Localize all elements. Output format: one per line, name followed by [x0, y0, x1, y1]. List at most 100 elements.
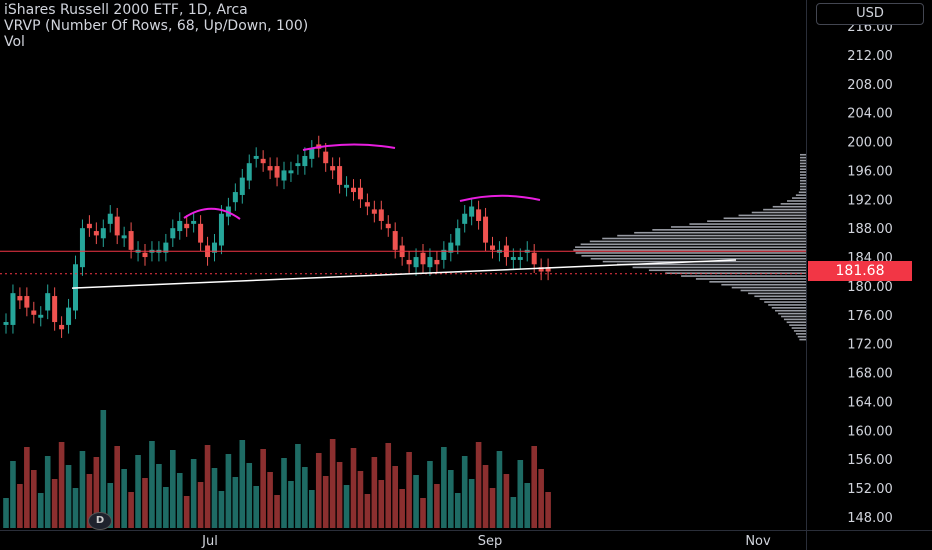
volume-bar — [253, 486, 259, 528]
time-tick-label: Nov — [745, 534, 771, 549]
candle-body — [107, 213, 113, 224]
volume-bar — [17, 484, 23, 528]
candle-body — [114, 216, 120, 236]
candle-body — [462, 213, 468, 224]
profile-bar — [754, 295, 806, 298]
volume-bar — [128, 492, 134, 528]
volume-bar — [156, 464, 162, 528]
candle-body — [476, 209, 482, 221]
volume-bar — [72, 488, 79, 528]
volume-bar — [176, 473, 183, 528]
volume-bar — [475, 442, 482, 528]
volume-bar — [545, 492, 551, 528]
volume-bar — [246, 463, 253, 528]
volume-bar — [406, 452, 412, 528]
candle-body — [441, 249, 447, 260]
candle-body — [510, 257, 516, 260]
shoulder-arc — [183, 207, 241, 220]
profile-bar — [799, 338, 806, 341]
price-tick-label: 204.00 — [847, 107, 893, 122]
volume-bars — [3, 410, 551, 528]
price-tick-label: 148.00 — [847, 511, 893, 526]
profile-bar — [792, 197, 806, 199]
profile-bar — [800, 165, 806, 168]
candle-body — [351, 187, 356, 193]
volume-bar — [371, 457, 378, 528]
profile-bar — [616, 263, 806, 266]
candle-body — [281, 170, 287, 181]
profile-bar — [795, 333, 806, 335]
candle-body — [483, 216, 489, 243]
volume-bar — [399, 489, 405, 528]
head-arc — [302, 143, 396, 151]
volume-bar — [343, 485, 350, 528]
profile-bar — [648, 269, 806, 272]
price-axis: 216.00212.00208.00204.00200.00196.00192.… — [847, 20, 893, 526]
volume-bar — [434, 484, 440, 528]
candle-body — [79, 228, 85, 268]
volume-bar — [510, 497, 517, 528]
candlesticks — [3, 135, 551, 338]
pattern-overlays — [0, 143, 806, 289]
candle-body — [212, 242, 217, 253]
volume-bar — [489, 488, 496, 528]
candle-body — [260, 158, 266, 164]
volume-bar — [482, 465, 489, 528]
candle-body — [378, 209, 384, 221]
volume-bar — [413, 475, 419, 528]
profile-bar — [575, 252, 806, 254]
volume-bar — [538, 469, 544, 528]
profile-bar — [759, 298, 806, 300]
volume-profile — [573, 153, 806, 341]
candle-body — [357, 187, 363, 200]
volume-bar — [100, 410, 107, 528]
candle-body — [246, 163, 252, 181]
volume-bar — [350, 448, 357, 528]
events-badge[interactable]: D — [88, 512, 112, 530]
price-tick-label: 180.00 — [847, 280, 893, 295]
profile-bar — [632, 266, 806, 269]
price-tick-label: 160.00 — [847, 424, 893, 439]
profile-bar — [764, 301, 806, 303]
volume-bar — [121, 469, 127, 528]
profile-bar — [800, 168, 806, 170]
volume-indicator-label[interactable]: Vol — [4, 34, 25, 50]
profile-bar — [738, 214, 806, 217]
price-tick-label: 164.00 — [847, 395, 893, 410]
candle-body — [371, 209, 377, 214]
symbol-title[interactable]: iShares Russell 2000 ETF, 1D, Arca — [4, 2, 248, 18]
neckline-trendline — [71, 259, 737, 289]
volume-bar — [378, 480, 385, 528]
time-axis: Jul Sep Nov — [201, 534, 771, 549]
profile-bar — [580, 243, 806, 246]
candle-body — [100, 228, 106, 239]
volume-bar — [58, 442, 65, 528]
volume-bar — [364, 494, 371, 528]
volume-bar — [3, 498, 9, 528]
price-tick-label: 176.00 — [847, 309, 893, 324]
volume-bar — [37, 493, 44, 528]
candle-body — [538, 267, 544, 272]
volume-bar — [232, 477, 239, 528]
volume-bar — [31, 470, 37, 528]
candle-body — [253, 155, 259, 159]
volume-bar — [461, 456, 468, 528]
candle-body — [288, 170, 294, 174]
volume-bar — [114, 446, 120, 528]
profile-bar — [707, 220, 806, 222]
candle-body — [385, 223, 391, 229]
vrvp-indicator-label[interactable]: VRVP (Number Of Rows, 68, Up/Down, 100) — [4, 18, 309, 34]
candle-body — [364, 202, 370, 207]
candle-body — [38, 314, 44, 318]
volume-bar — [454, 493, 461, 528]
candle-body — [52, 296, 58, 323]
profile-bar — [778, 312, 806, 315]
price-tick-label: 156.00 — [847, 453, 893, 468]
profile-bar — [800, 177, 806, 179]
volume-bar — [197, 482, 204, 528]
volume-bar — [441, 447, 447, 528]
currency-button[interactable]: USD — [816, 3, 924, 25]
profile-bar — [800, 156, 806, 159]
volume-bar — [51, 479, 58, 528]
